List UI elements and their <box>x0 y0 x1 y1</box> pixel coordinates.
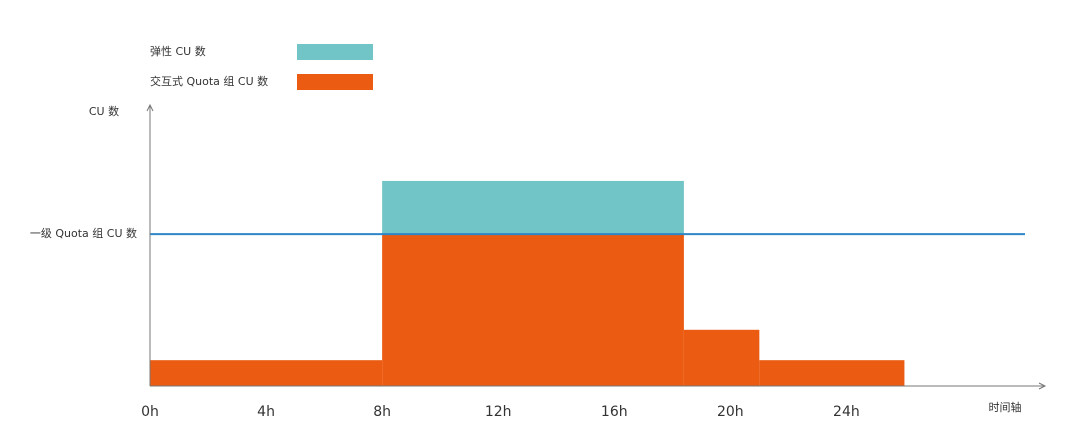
x-tick-label: 12h <box>485 404 512 420</box>
bar <box>382 234 684 386</box>
reference-label: 一级 Quota 组 CU 数 <box>30 226 137 240</box>
bar <box>759 360 905 386</box>
legend-label: 交互式 Quota 组 CU 数 <box>150 74 268 88</box>
x-tick-label: 4h <box>257 404 275 420</box>
x-axis-label: 时间轴 <box>989 400 1022 414</box>
bar <box>382 180 684 235</box>
x-tick-label: 16h <box>601 404 628 420</box>
x-tick-label: 20h <box>717 404 744 420</box>
bar <box>683 329 760 386</box>
x-tick-label: 0h <box>141 404 159 420</box>
legend-label: 弹性 CU 数 <box>150 44 206 58</box>
bar <box>150 360 383 386</box>
y-axis-label: CU 数 <box>89 105 119 118</box>
x-tick-label: 8h <box>373 404 391 420</box>
y-axis-arrow <box>146 103 154 112</box>
legend-swatch <box>297 44 373 60</box>
x-tick-label: 24h <box>833 404 860 420</box>
x-axis-arrow <box>1038 382 1047 390</box>
legend-swatch <box>297 74 373 90</box>
